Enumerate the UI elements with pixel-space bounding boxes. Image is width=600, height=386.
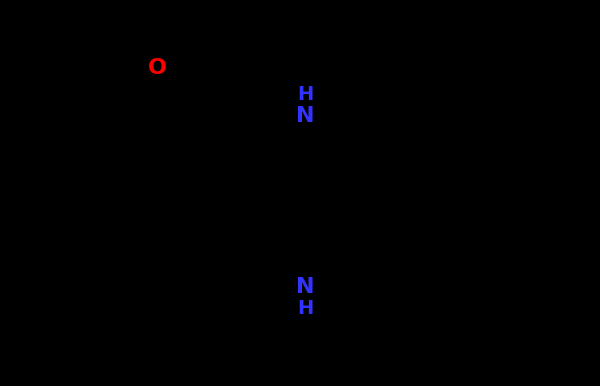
Ellipse shape — [291, 281, 319, 309]
Ellipse shape — [143, 54, 171, 82]
Text: N: N — [296, 277, 314, 297]
Text: H: H — [297, 85, 313, 103]
Text: N: N — [296, 106, 314, 126]
Text: O: O — [148, 58, 167, 78]
Ellipse shape — [291, 94, 319, 122]
Text: H: H — [297, 300, 313, 318]
